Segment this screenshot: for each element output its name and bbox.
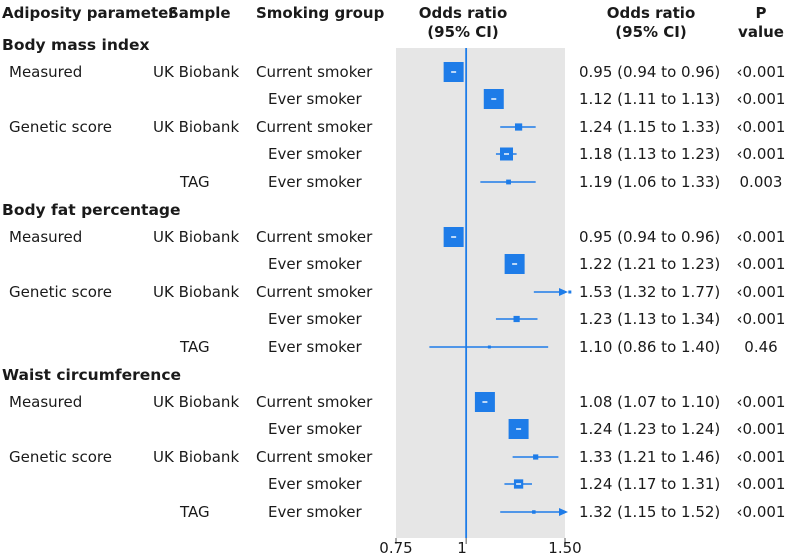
row-parameter: Genetic score — [9, 283, 112, 301]
header-odds-ratio: Odds ratio (95% CI) — [583, 4, 719, 42]
row-smoking-group: Ever smoker — [268, 338, 362, 356]
header-plot-odds-ratio-line1: Odds ratio — [418, 4, 508, 22]
row-smoking-group: Ever smoker — [268, 503, 362, 521]
row-smoking-group: Current smoker — [256, 393, 373, 411]
row-p-value: 0.46 — [744, 338, 778, 356]
header-smoking-group: Smoking group — [256, 4, 385, 22]
row-odds-ratio: 1.24 (1.15 to 1.33) — [579, 118, 721, 136]
row-smoking-group: Ever smoker — [268, 475, 362, 493]
row-sample: UK Biobank — [153, 393, 240, 411]
point-estimate-marker — [506, 179, 511, 185]
row-parameter: Genetic score — [9, 118, 112, 136]
row-sample: UK Biobank — [153, 63, 240, 81]
row-p-value: 0.003 — [739, 173, 783, 191]
row-smoking-group: Ever smoker — [268, 310, 362, 328]
row-odds-ratio: 0.95 (0.94 to 0.96) — [579, 63, 721, 81]
row-p-value: ‹0.001 — [736, 393, 786, 411]
row-odds-ratio: 1.08 (1.07 to 1.10) — [579, 393, 721, 411]
section-title-waist-circumference: Waist circumference — [2, 366, 182, 384]
section-title-body-mass-index: Body mass index — [2, 36, 150, 54]
row-odds-ratio: 1.32 (1.15 to 1.52) — [579, 503, 721, 521]
ci-arrow-marker — [559, 288, 568, 296]
header-plot-odds-ratio: Odds ratio (95% CI) — [395, 4, 531, 42]
point-estimate-marker — [568, 290, 572, 294]
row-sample: UK Biobank — [153, 118, 240, 136]
row-odds-ratio: 1.53 (1.32 to 1.77) — [579, 283, 721, 301]
row-odds-ratio: 1.10 (0.86 to 1.40) — [579, 338, 721, 356]
plot-background-panel — [396, 48, 565, 538]
row-parameter: Measured — [9, 393, 83, 411]
row-odds-ratio: 1.19 (1.06 to 1.33) — [579, 173, 721, 191]
row-smoking-group: Ever smoker — [268, 255, 362, 273]
row-p-value: ‹0.001 — [736, 503, 786, 521]
row-sample: UK Biobank — [153, 228, 240, 246]
x-tick-label: 1.50 — [548, 539, 582, 557]
point-estimate-marker — [533, 454, 539, 460]
row-p-value: ‹0.001 — [736, 448, 786, 466]
row-smoking-group: Current smoker — [256, 118, 373, 136]
row-p-value: ‹0.001 — [736, 145, 786, 163]
row-sample: TAG — [180, 338, 210, 356]
row-smoking-group: Current smoker — [256, 448, 373, 466]
row-odds-ratio: 1.18 (1.13 to 1.23) — [579, 145, 721, 163]
point-estimate-marker — [513, 315, 520, 323]
point-estimate-marker — [514, 123, 523, 131]
section-title-body-fat-percentage: Body fat percentage — [2, 201, 181, 219]
row-smoking-group: Current smoker — [256, 283, 373, 301]
row-p-value: ‹0.001 — [736, 228, 786, 246]
row-p-value: ‹0.001 — [736, 63, 786, 81]
row-smoking-group: Current smoker — [256, 63, 373, 81]
ci-arrow-marker — [559, 508, 568, 516]
header-plot-odds-ratio-line2: (95% CI) — [427, 23, 499, 41]
header-odds-ratio-line2: (95% CI) — [615, 23, 687, 41]
forest-plot-area — [395, 48, 572, 544]
point-estimate-marker — [532, 510, 536, 514]
row-sample: TAG — [180, 503, 210, 521]
header-odds-ratio-line1: Odds ratio — [606, 4, 696, 22]
row-odds-ratio: 1.12 (1.11 to 1.13) — [579, 90, 721, 108]
row-smoking-group: Ever smoker — [268, 173, 362, 191]
row-parameter: Measured — [9, 63, 83, 81]
row-smoking-group: Ever smoker — [268, 90, 362, 108]
row-parameter: Genetic score — [9, 448, 112, 466]
row-sample: UK Biobank — [153, 448, 240, 466]
row-odds-ratio: 0.95 (0.94 to 0.96) — [579, 228, 721, 246]
header-adiposity-parameter: Adiposity parameter — [2, 4, 176, 22]
x-tick-label: 0.75 — [379, 539, 413, 557]
row-smoking-group: Ever smoker — [268, 420, 362, 438]
header-p-value-line2: value — [738, 23, 784, 41]
row-p-value: ‹0.001 — [736, 283, 786, 301]
x-tick-label: 1 — [457, 539, 467, 557]
row-odds-ratio: 1.22 (1.21 to 1.23) — [579, 255, 721, 273]
header-sample: Sample — [168, 4, 231, 22]
point-estimate-marker — [487, 345, 491, 349]
row-sample: UK Biobank — [153, 283, 240, 301]
row-p-value: ‹0.001 — [736, 90, 786, 108]
row-smoking-group: Ever smoker — [268, 145, 362, 163]
header-p-value: P value — [736, 4, 786, 42]
row-odds-ratio: 1.33 (1.21 to 1.46) — [579, 448, 721, 466]
row-parameter: Measured — [9, 228, 83, 246]
row-p-value: ‹0.001 — [736, 255, 786, 273]
row-p-value: ‹0.001 — [736, 475, 786, 493]
row-p-value: ‹0.001 — [736, 310, 786, 328]
row-sample: TAG — [180, 173, 210, 191]
row-odds-ratio: 1.24 (1.17 to 1.31) — [579, 475, 721, 493]
row-odds-ratio: 1.24 (1.23 to 1.24) — [579, 420, 721, 438]
header-p-value-line1: P — [755, 4, 767, 22]
row-odds-ratio: 1.23 (1.13 to 1.34) — [579, 310, 721, 328]
row-p-value: ‹0.001 — [736, 118, 786, 136]
row-smoking-group: Current smoker — [256, 228, 373, 246]
row-p-value: ‹0.001 — [736, 420, 786, 438]
